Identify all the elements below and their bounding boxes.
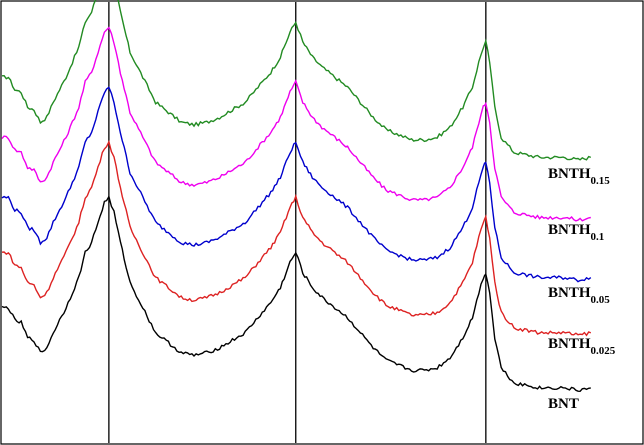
series-label: BNTH0.1 (548, 222, 604, 243)
series-label: BNT (548, 396, 579, 412)
series-line-bnth-0_05 (1, 86, 592, 283)
series-line-bnth-0_025 (1, 139, 592, 337)
series-line-bnth-0_1 (1, 26, 591, 222)
series-label-subscript: 0.1 (591, 231, 605, 243)
series-label: BNTH0.025 (548, 336, 616, 357)
series-label-subscript: 0.05 (591, 294, 611, 306)
series-line-bnth-0_15 (1, 0, 592, 161)
series-label-subscript: 0.15 (591, 175, 611, 187)
reference-lines (108, 2, 487, 443)
series-line-bnt (1, 194, 591, 393)
series-label-subscript: 0.025 (591, 345, 616, 357)
series-label: BNTH0.15 (548, 166, 610, 187)
series-group (1, 0, 592, 393)
series-labels: BNTH0.15 BNTH0.1 BNTH0.05 BNTH0.025 BNT (548, 166, 616, 412)
series-label: BNTH0.05 (548, 285, 610, 306)
